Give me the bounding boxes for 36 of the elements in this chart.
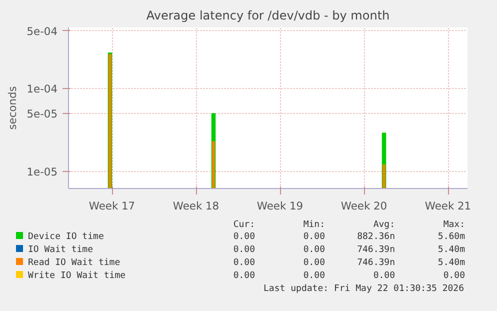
text: Cur: [232,220,255,231]
text: Last update: Fri May 22 01:30:35 2026 [262,283,465,296]
legend-label: Device IO time [27,231,105,244]
x-tick-label: Week 21 [424,200,472,212]
x-tick-label: Week 19 [256,200,304,212]
y-axis-title: seconds [6,86,19,130]
chart-title: Average latency for /dev/vdb - by month [146,8,390,22]
text: Avg: [372,220,395,231]
text: Max: [442,220,465,231]
text: 0.00 [232,270,255,283]
text: 0.00 [232,257,255,270]
text: 5.60m [436,231,465,244]
legend-label: Write IO Wait time [27,270,127,283]
text: 5.40m [436,257,465,270]
y-tick-label: 5e-05 [26,108,58,121]
text: 0.00 [232,244,255,257]
text: 5.40m [436,244,465,257]
text: 0.00 [372,270,395,283]
y-tick-label: 5e-04 [26,24,58,38]
text: 0.00 [232,231,255,244]
text: 0.00 [442,270,465,283]
text: 0.00 [302,231,325,244]
text: Min: [302,220,325,231]
x-tick-label: Week 17 [88,200,136,212]
x-tick-label: Week 18 [172,200,220,212]
text: 0.00 [302,244,325,257]
text: 746.39n [356,244,395,257]
legend-label: IO Wait time [27,244,94,257]
text: 0.00 [302,257,325,270]
y-tick-label: 1e-05 [26,165,58,178]
y-tick-label: 1e-04 [26,82,58,96]
text: 746.39n [356,257,395,270]
legend-label: Read IO Wait time [27,257,122,270]
x-tick-label: Week 20 [340,200,388,212]
text: 882.36n [356,231,395,244]
text: 0.00 [302,270,325,283]
